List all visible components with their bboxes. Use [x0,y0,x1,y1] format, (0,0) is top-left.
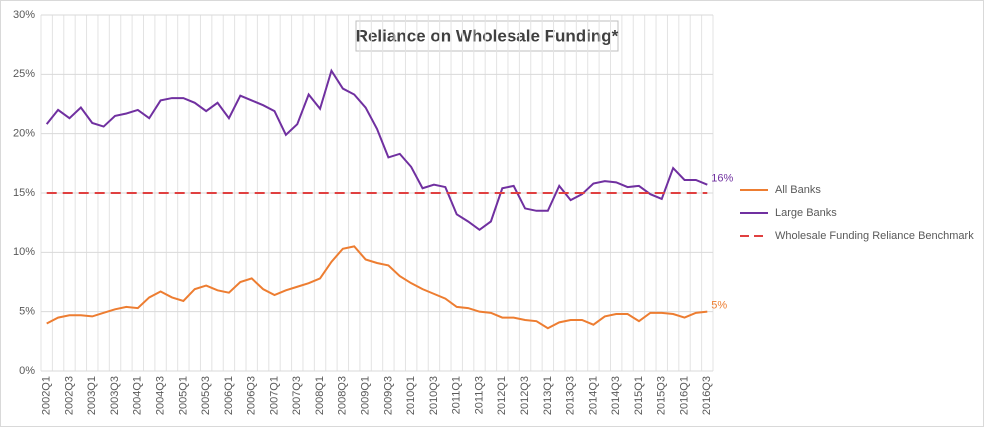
x-tick-label: 2004Q1 [132,376,144,415]
series-line [46,245,708,330]
x-tick-label: 2011Q1 [451,376,463,414]
x-tick-label: 2006Q3 [246,376,258,415]
x-tick-label: 2011Q3 [473,376,485,414]
x-tick-label: 2003Q1 [86,376,98,415]
x-tick-label: 2010Q3 [428,376,440,415]
x-tick-label: 2009Q3 [382,376,394,415]
x-tick-label: 2003Q3 [109,376,121,415]
legend-label: All Banks [775,184,821,196]
x-tick-label: 2004Q3 [154,376,166,415]
legend-label: Wholesale Funding Reliance Benchmark [775,230,974,242]
x-tick-label: 2016Q1 [678,376,690,415]
x-tick-label: 2005Q3 [200,376,212,415]
y-tick-label: 15% [13,187,35,199]
y-tick-label: 5% [19,306,35,318]
y-tick-label: 25% [13,68,35,80]
x-tick-label: 2002Q1 [41,376,53,415]
x-tick-label: 2007Q1 [268,376,280,415]
x-tick-label: 2015Q1 [633,376,645,415]
title-box [355,20,619,52]
x-tick-label: 2006Q1 [223,376,235,415]
x-tick-label: 2002Q3 [63,376,75,415]
x-tick-label: 2008Q1 [314,376,326,415]
x-tick-label: 2008Q3 [337,376,349,415]
data-label: 5% [711,300,727,312]
x-tick-label: 2010Q1 [405,376,417,415]
x-tick-label: 2005Q1 [177,376,189,415]
chart-title: Reliance on Wholesale Funding* [356,26,619,45]
x-tick-label: 2012Q1 [496,376,508,415]
x-tick-label: 2013Q1 [542,376,554,415]
x-tick-label: 2007Q3 [291,376,303,415]
series-line [45,68,708,232]
x-tick-label: 2012Q3 [519,376,531,415]
x-tick-label: 2014Q3 [610,376,622,415]
y-tick-label: 20% [13,128,35,140]
x-tick-label: 2016Q3 [701,376,713,415]
y-tick-label: 0% [19,365,35,377]
x-tick-label: 2013Q3 [565,376,577,415]
x-tick-label: 2015Q3 [656,376,668,415]
legend-label: Large Banks [775,207,837,219]
data-label: 16% [711,173,733,185]
y-tick-label: 30% [13,9,35,21]
x-tick-label: 2009Q1 [360,376,372,415]
x-tick-label: 2014Q1 [587,376,599,415]
y-tick-label: 10% [13,246,35,258]
